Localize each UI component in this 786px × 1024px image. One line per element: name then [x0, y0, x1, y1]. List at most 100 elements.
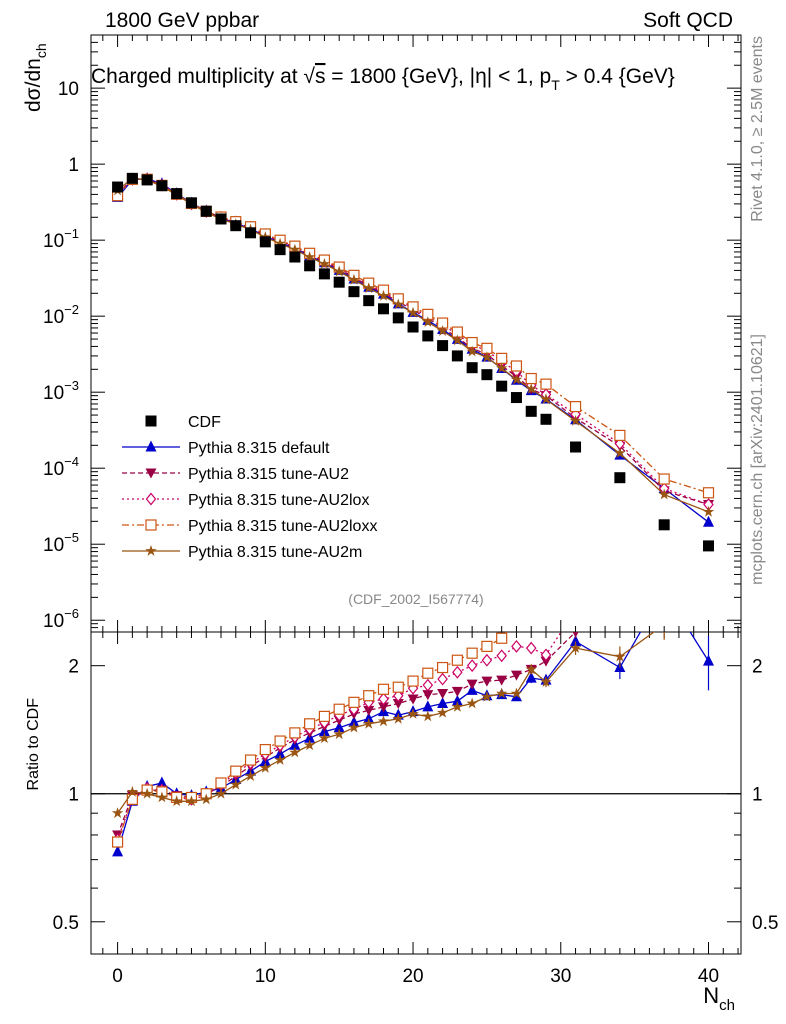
- cdf-data-point: [392, 312, 404, 324]
- series-pythia-8-315-default-ratio-point: [437, 696, 449, 708]
- series-pythia-8-315-tune-au2m-main-point: [510, 373, 523, 385]
- series-pythia-8-315-tune-au2m-ratio-point: [392, 712, 404, 724]
- series-pythia-8-315-tune-au2m-ratio-point: [481, 690, 493, 702]
- cdf-data-point: [703, 540, 714, 552]
- series-pythia-8-315-tune-au2loxx-ratio-point: [259, 743, 271, 756]
- cdf-data-point: [407, 321, 419, 333]
- series-pythia-8-315-tune-au2m-main-point: [363, 282, 375, 293]
- series-pythia-8-315-tune-au2loxx-ratio-point: [436, 661, 449, 674]
- y-tick-label-ratio: 0.5: [53, 913, 79, 934]
- sqrt-symbol: √: [303, 65, 315, 88]
- series-pythia-8-315-tune-au2-ratio-point: [378, 702, 389, 713]
- series-pythia-8-315-tune-au2lox-ratio-point: [466, 659, 478, 673]
- series-pythia-8-315-tune-au2loxx-main-point: [702, 487, 715, 499]
- series-pythia-8-315-tune-au2loxx-ratio-point: [348, 696, 360, 708]
- series-pythia-8-315-tune-au2-ratio-point: [496, 675, 508, 686]
- series-pythia-8-315-tune-au2lox-ratio-point: [704, 557, 713, 568]
- cdf-data-point: [304, 260, 316, 272]
- series-pythia-8-315-tune-au2loxx-ratio-point: [289, 727, 301, 739]
- series-pythia-8-315-tune-au2loxx-main-point: [540, 378, 552, 390]
- series-pythia-8-315-tune-au2loxx-ratio-point: [541, 592, 551, 602]
- series-pythia-8-315-tune-au2m-ratio-point: [185, 795, 198, 807]
- legend-label: Pythia 8.315 tune-AU2loxx: [188, 518, 377, 535]
- series-pythia-8-315-tune-au2m-ratio-point: [215, 787, 227, 799]
- series-pythia-8-315-tune-au2m-main-point: [407, 306, 419, 318]
- cdf-data-point: [525, 405, 537, 417]
- cdf-data-point: [437, 340, 449, 352]
- y-tick-label-ratio: 1: [68, 785, 79, 806]
- series-pythia-8-315-tune-au2m-main-point: [392, 298, 404, 310]
- series-pythia-8-315-default-ratio-point: [570, 634, 582, 646]
- cdf-data-point: [614, 472, 626, 484]
- series-pythia-8-315-tune-au2loxx-ratio-point: [451, 654, 463, 666]
- header-right: Soft QCD: [643, 9, 733, 32]
- series-pythia-8-315-tune-au2m-ratio-point: [156, 791, 168, 803]
- series-pythia-8-315-tune-au2m-ratio-point: [407, 708, 419, 719]
- series-pythia-8-315-tune-au2m-ratio-line: [117, 632, 655, 814]
- cdf-data-point: [570, 441, 582, 453]
- x-tick-label: 0: [112, 966, 123, 987]
- legend-marker: [145, 519, 157, 531]
- series-pythia-8-315-tune-au2m-main-point: [422, 316, 434, 327]
- y-tick-label-ratio: 2: [68, 657, 79, 678]
- cdf-data-point: [185, 197, 197, 209]
- series-pythia-8-315-tune-au2m-main-point: [451, 334, 464, 346]
- series-pythia-8-315-default-ratio-point: [451, 694, 463, 706]
- cdf-data-point: [156, 180, 168, 192]
- series-pythia-8-315-tune-au2-ratio-point: [659, 599, 670, 609]
- x-tick-label: 20: [402, 966, 423, 987]
- series-pythia-8-315-tune-au2loxx-ratio-point: [659, 533, 669, 543]
- series-pythia-8-315-tune-au2lox-ratio-point: [525, 641, 537, 655]
- series-pythia-8-315-tune-au2loxx-main-point: [510, 360, 523, 372]
- y-tick-label-main: 10: [58, 79, 79, 100]
- series-pythia-8-315-tune-au2m-main-line: [117, 177, 709, 513]
- series-pythia-8-315-tune-au2m-ratio-point: [333, 728, 345, 740]
- series-pythia-8-315-tune-au2loxx-main-point: [614, 429, 626, 442]
- series-pythia-8-315-tune-au2lox-ratio-point: [571, 605, 580, 616]
- series-pythia-8-315-tune-au2m-ratio-point: [496, 687, 508, 699]
- series-pythia-8-315-tune-au2m-main-point: [496, 362, 508, 374]
- series-pythia-8-315-tune-au2loxx-ratio-point: [526, 605, 536, 615]
- series-pythia-8-315-tune-au2m-main-point: [658, 488, 670, 500]
- y-tick-label-main: 10−1: [43, 226, 79, 252]
- series-pythia-8-315-default-ratio-point: [333, 721, 345, 733]
- series-pythia-8-315-default-ratio-point: [422, 700, 434, 712]
- series-pythia-8-315-tune-au2m-ratio-point: [377, 715, 390, 727]
- y-axis-label-main: dσ/dnch: [22, 43, 49, 112]
- series-pythia-8-315-tune-au2m-main-point: [614, 447, 626, 459]
- series-pythia-8-315-tune-au2-ratio-point: [407, 694, 419, 705]
- analysis-id: (CDF_2002_I567774): [348, 591, 483, 607]
- series-pythia-8-315-tune-au2loxx-ratio-point: [274, 735, 286, 747]
- series-pythia-8-315-tune-au2loxx-ratio-point: [230, 765, 242, 777]
- mcplots-label: mcplots.cern.ch [arXiv:2401.10621]: [749, 334, 766, 585]
- series-pythia-8-315-tune-au2m-ratio-point: [363, 717, 375, 729]
- series-pythia-8-315-tune-au2m-ratio-point: [303, 739, 316, 751]
- series-pythia-8-315-tune-au2loxx-ratio-point: [392, 681, 404, 693]
- series-pythia-8-315-tune-au2lox-ratio-point: [452, 665, 463, 679]
- legend-label: Pythia 8.315 tune-AU2lox: [188, 492, 369, 509]
- chart-title: Charged multiplicity at √s = 1800 {GeV},…: [91, 65, 675, 93]
- series-pythia-8-315-tune-au2loxx-ratio-point: [215, 777, 227, 789]
- series-pythia-8-315-tune-au2m-ratio-point: [436, 706, 449, 718]
- series-pythia-8-315-tune-au2m-ratio-point: [200, 793, 212, 805]
- series-pythia-8-315-tune-au2lox-ratio-point: [481, 653, 493, 667]
- series-pythia-8-315-tune-au2loxx-ratio-point: [615, 552, 625, 562]
- y-axis-label-ratio: Ratio to CDF: [25, 698, 42, 791]
- series-pythia-8-315-tune-au2lox-ratio-point: [496, 649, 507, 663]
- series-pythia-8-315-tune-au2loxx-ratio-point: [318, 710, 331, 722]
- series-pythia-8-315-tune-au2lox-ratio-line: [116, 632, 562, 840]
- y-tick-label-main: 10−2: [43, 302, 79, 328]
- series-pythia-8-315-tune-au2m-ratio-point: [171, 795, 183, 807]
- series-pythia-8-315-tune-au2m-ratio-point: [111, 807, 124, 819]
- series-pythia-8-315-tune-au2m-ratio-point: [244, 770, 257, 781]
- series-pythia-8-315-tune-au2m-ratio-point: [614, 650, 626, 662]
- series-pythia-8-315-tune-au2m-ratio-point: [318, 732, 331, 744]
- x-tick-label: 10: [255, 966, 276, 987]
- sqrt-overline: s: [315, 65, 326, 88]
- legend-label: Pythia 8.315 tune-AU2m: [188, 544, 362, 561]
- series-pythia-8-315-tune-au2m-main-point: [289, 243, 301, 255]
- series-pythia-8-315-tune-au2m-main-point: [303, 251, 316, 262]
- series-pythia-8-315-tune-au2m-main-point: [702, 505, 715, 517]
- series-pythia-8-315-tune-au2m-ratio-point: [451, 700, 464, 712]
